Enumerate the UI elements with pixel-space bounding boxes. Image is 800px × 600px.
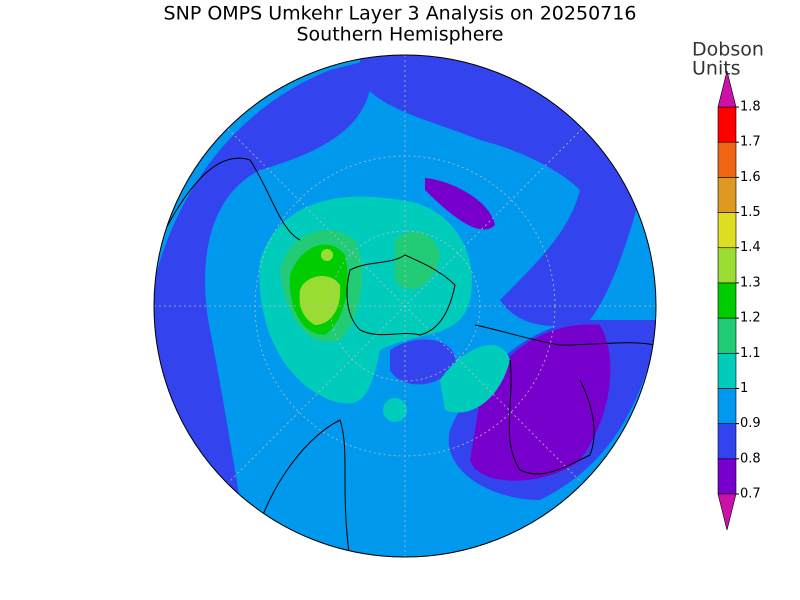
colorbar-label: Dobson [692, 39, 764, 61]
subtitle: Southern Hemisphere [296, 24, 503, 46]
colorbar-tick-label: 1.7 [740, 135, 761, 150]
coastline [249, 419, 351, 557]
colorbar-segment [717, 317, 737, 354]
colorbar-segment [717, 106, 737, 143]
colorbar-tick-label: 0.7 [740, 487, 761, 502]
ozone-map [154, 55, 656, 557]
contour-fill [321, 249, 333, 261]
colorbar-label: Units [692, 58, 741, 80]
colorbar-tick-label: 1.2 [740, 311, 761, 326]
contour-fill [390, 339, 456, 385]
colorbar: 0.7 0.8 0.9 1 1.1 1.2 1.3 1.4 1.5 1.6 1.7 1.8 [717, 70, 761, 531]
colorbar-extend-high [717, 70, 737, 108]
contour-fill [154, 60, 372, 557]
colorbar-tick-label: 1.8 [740, 100, 761, 115]
colorbar-segment [717, 282, 737, 319]
colorbar-tick-label: 1 [740, 381, 748, 396]
colorbar-segment [717, 141, 737, 178]
colorbar-tick-label: 1.6 [740, 170, 761, 185]
colorbar-segment [717, 247, 737, 284]
coastline [346, 254, 456, 336]
contour-fill [440, 345, 510, 413]
coastline [159, 157, 301, 241]
contour-fill [425, 178, 495, 230]
colorbar-segment [717, 352, 737, 389]
colorbar-tick-label: 0.9 [740, 416, 761, 431]
colorbar-segment [717, 388, 737, 424]
title: SNP OMPS Umkehr Layer 3 Analysis on 2025… [164, 3, 637, 25]
colorbar-tick-label: 1.5 [740, 205, 761, 220]
contour-fill [383, 398, 407, 422]
coastline [474, 324, 656, 475]
graticule [154, 55, 656, 557]
colorbar-segment [717, 212, 737, 249]
colorbar-segment [717, 458, 737, 495]
colorbar-tick-label: 0.8 [740, 451, 761, 466]
colorbar-tick-label: 1.4 [740, 240, 761, 255]
contour-fill [299, 275, 341, 325]
map-border [153, 54, 657, 558]
colorbar-tick-label: 1.3 [740, 275, 761, 290]
colorbar-extend-low [717, 493, 737, 531]
colorbar-segment [717, 423, 737, 460]
colorbar-tick-label: 1.1 [740, 346, 761, 361]
colorbar-segment [717, 177, 737, 213]
